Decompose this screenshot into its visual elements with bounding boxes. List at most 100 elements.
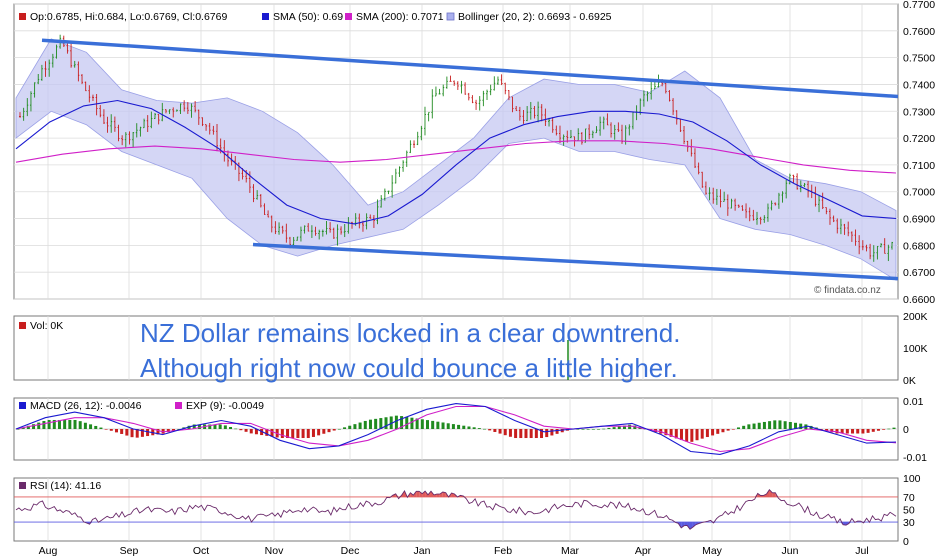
- month-tick-label: May: [702, 545, 723, 557]
- macd-histogram-bar: [488, 429, 492, 431]
- macd-histogram-bar: [892, 427, 896, 429]
- macd-histogram-bar: [363, 420, 367, 429]
- macd-histogram-bar: [52, 419, 56, 429]
- macd-histogram-bar: [114, 429, 118, 433]
- macd-histogram-bar: [244, 429, 248, 432]
- macd-histogram-bar: [700, 429, 704, 439]
- macd-histogram-bar: [213, 424, 217, 429]
- macd-histogram-bar: [208, 424, 212, 429]
- volume-tick-label: 0K: [903, 375, 916, 387]
- macd-histogram-bar: [477, 428, 481, 429]
- macd-histogram-bar: [135, 429, 139, 438]
- macd-histogram-bar: [560, 429, 564, 433]
- rsi-oversold-fill: [681, 522, 685, 528]
- month-tick-label: Feb: [494, 545, 512, 557]
- price-tick-label: 0.6900: [903, 214, 935, 226]
- macd-histogram-bar: [819, 429, 823, 430]
- bollinger-swatch-icon: [446, 12, 455, 21]
- macd-histogram-bar: [291, 429, 295, 439]
- month-tick-label: Aug: [39, 545, 58, 557]
- macd-histogram-bar: [882, 429, 886, 430]
- rsi-overbought-fill: [442, 491, 446, 497]
- macd-histogram-bar: [451, 424, 455, 429]
- macd-histogram-bar: [762, 421, 766, 429]
- month-tick-label: Apr: [635, 545, 652, 557]
- macd-histogram-bar: [239, 429, 243, 431]
- macd-histogram-bar: [783, 421, 787, 429]
- rsi-tick-label: 30: [903, 517, 915, 529]
- macd-histogram-bar: [794, 422, 798, 429]
- macd-histogram-bar: [374, 418, 378, 429]
- macd-histogram-bar: [322, 429, 326, 434]
- sma50-line: [15, 99, 897, 225]
- macd-histogram-bar: [493, 429, 497, 432]
- macd-histogram-bar: [685, 429, 689, 442]
- macd-histogram-bar: [731, 429, 735, 430]
- macd-histogram-bar: [296, 429, 300, 439]
- macd-histogram-bar: [503, 429, 507, 436]
- macd-histogram-bar: [337, 428, 341, 430]
- macd-histogram-bar: [120, 429, 124, 434]
- macd-histogram-bar: [286, 429, 290, 439]
- macd-histogram-bar: [37, 422, 41, 429]
- macd-histogram-bar: [94, 425, 98, 429]
- macd-histogram-bar: [151, 429, 155, 436]
- macd-histogram-bar: [752, 423, 756, 429]
- macd-histogram-bar: [602, 428, 606, 430]
- macd-histogram-bar: [736, 427, 740, 429]
- macd-histogram-bar: [140, 429, 144, 437]
- macd-histogram-bar: [68, 419, 72, 429]
- macd-histogram-bar: [669, 429, 673, 437]
- price-tick-label: 0.7000: [903, 187, 935, 199]
- macd-histogram-bar: [674, 429, 678, 439]
- macd-tick-label: 0.01: [903, 396, 924, 408]
- price-tick-label: 0.6600: [903, 294, 935, 306]
- rsi-overbought-fill: [419, 491, 423, 497]
- macd-histogram-bar: [270, 429, 274, 437]
- macd-histogram-bar: [524, 429, 528, 439]
- macd-histogram-bar: [26, 425, 30, 429]
- sma200-line: [15, 140, 897, 174]
- macd-histogram-bar: [177, 428, 181, 430]
- legend-sma200: SMA (200): 0.7071: [356, 11, 444, 23]
- watermark: © findata.co.nz: [814, 285, 881, 296]
- macd-histogram-bar: [104, 429, 108, 430]
- month-tick-label: Dec: [341, 545, 360, 557]
- sma200-swatch-icon: [345, 13, 352, 20]
- macd-histogram-bar: [555, 429, 559, 434]
- macd-histogram-bar: [368, 419, 372, 429]
- macd-histogram-bar: [612, 427, 616, 429]
- macd-histogram-bar: [249, 429, 253, 434]
- price-tick-label: 0.7300: [903, 106, 935, 118]
- month-tick-label: Jun: [782, 545, 799, 557]
- macd-histogram-bar: [591, 429, 595, 430]
- macd-histogram-bar: [229, 426, 233, 429]
- macd-histogram-bar: [498, 429, 502, 434]
- macd-histogram-bar: [218, 424, 222, 429]
- macd-histogram-bar: [21, 427, 25, 429]
- macd-histogram-bar: [664, 429, 668, 436]
- macd-histogram-bar: [89, 424, 93, 429]
- macd-histogram-bar: [425, 420, 429, 429]
- macd-histogram-bar: [415, 418, 419, 429]
- macd-histogram-bar: [690, 429, 694, 442]
- macd-histogram-bar: [861, 429, 865, 434]
- macd-line: [15, 403, 897, 455]
- macd-histogram-bar: [348, 425, 352, 429]
- macd-histogram-bar: [851, 429, 855, 434]
- volume-tick-label: 200K: [903, 311, 928, 323]
- macd-histogram-bar: [457, 424, 461, 429]
- rsi-oversold-fill: [687, 522, 690, 530]
- macd-histogram-bar: [622, 425, 626, 429]
- legend-sma50: SMA (50): 0.69: [273, 11, 343, 23]
- legend-bollinger: Bollinger (20, 2): 0.6693 - 0.6925: [458, 11, 612, 23]
- macd-histogram-bar: [441, 422, 445, 429]
- macd-histogram-bar: [42, 420, 46, 429]
- macd-histogram-bar: [462, 425, 466, 429]
- macd-histogram-bar: [825, 429, 829, 431]
- month-tick-label: Mar: [561, 545, 580, 557]
- macd-histogram-bar: [534, 429, 538, 439]
- macd-histogram-bar: [845, 429, 849, 434]
- rsi-oversold-fill: [684, 522, 688, 526]
- annotation-line-1: NZ Dollar remains locked in a clear down…: [140, 318, 680, 348]
